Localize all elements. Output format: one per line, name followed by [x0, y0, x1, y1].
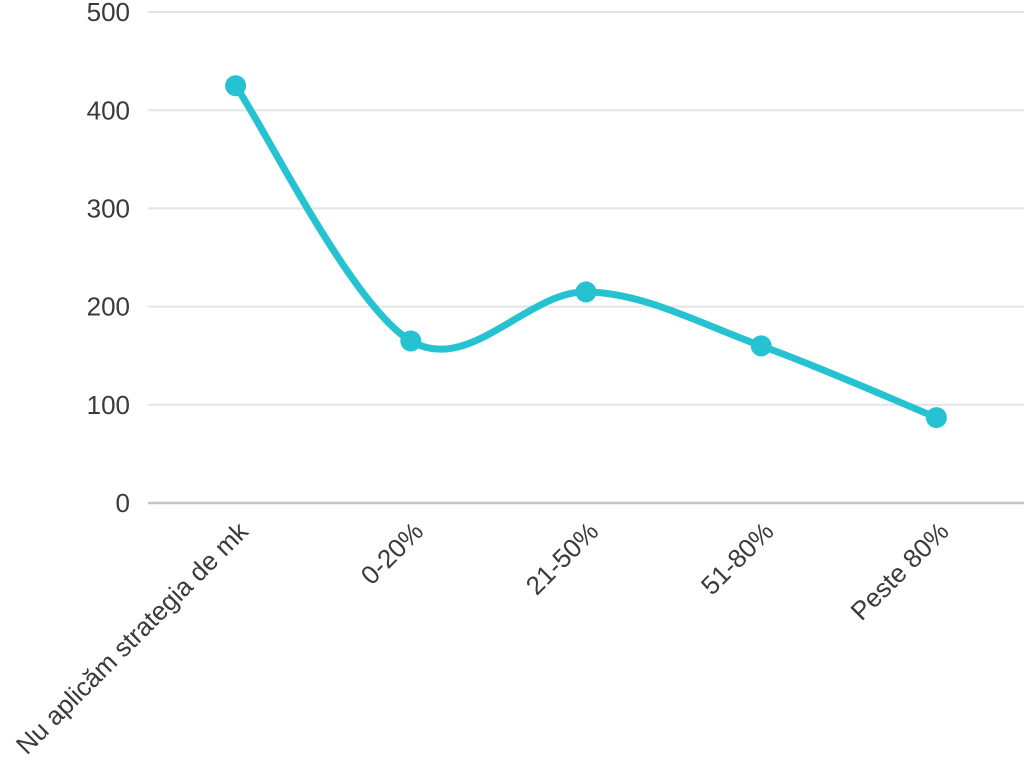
x-tick-label: 21-50%	[520, 516, 605, 601]
data-point	[925, 407, 947, 429]
data-point	[750, 335, 772, 357]
line-series	[232, 82, 940, 422]
data-point	[225, 75, 247, 97]
x-tick-label: Nu aplicăm strategia de mk	[10, 515, 255, 760]
y-tick-label: 300	[87, 194, 130, 224]
x-tick-label: 0-20%	[355, 516, 429, 590]
x-tick-label: Peste 80%	[845, 516, 955, 626]
y-tick-label: 200	[87, 292, 130, 322]
y-tick-label: 100	[87, 390, 130, 420]
y-tick-label: 500	[87, 0, 130, 27]
data-point	[575, 281, 597, 303]
data-point	[400, 330, 422, 352]
x-tick-label: 51-80%	[695, 516, 780, 601]
y-tick-label: 400	[87, 95, 130, 125]
y-tick-label: 0	[116, 488, 130, 518]
